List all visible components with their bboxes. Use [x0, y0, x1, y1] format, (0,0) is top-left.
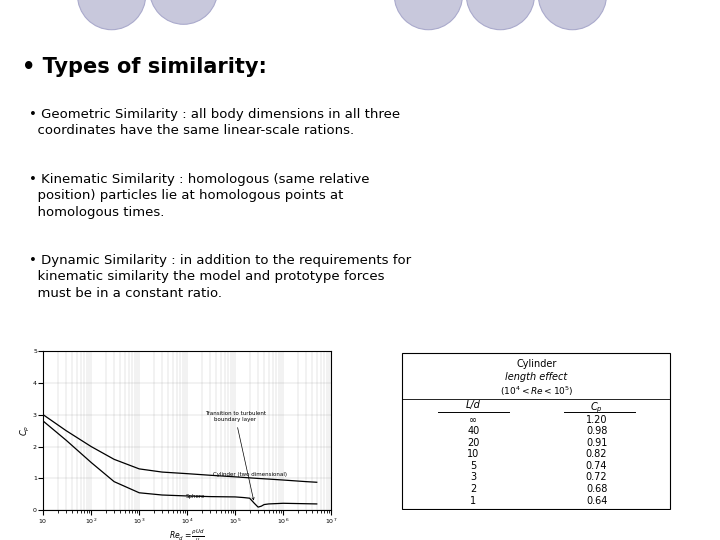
- Text: Sphere: Sphere: [186, 494, 205, 499]
- Text: 5: 5: [470, 461, 477, 471]
- Text: 1: 1: [470, 496, 477, 505]
- Ellipse shape: [150, 0, 218, 24]
- Text: 2: 2: [470, 484, 477, 494]
- Text: $(10^4 < Re < 10^5)$: $(10^4 < Re < 10^5)$: [500, 384, 573, 398]
- Text: • Dynamic Similarity : in addition to the requirements for
  kinematic similarit: • Dynamic Similarity : in addition to th…: [29, 254, 411, 300]
- Text: 0.98: 0.98: [586, 426, 607, 436]
- Text: 3: 3: [470, 472, 477, 482]
- Text: 0.72: 0.72: [586, 472, 608, 482]
- Ellipse shape: [538, 0, 606, 30]
- Text: ∞: ∞: [469, 415, 477, 425]
- Y-axis label: $C_p$: $C_p$: [19, 425, 32, 436]
- Text: $C_p$: $C_p$: [590, 400, 603, 415]
- Text: 0.64: 0.64: [586, 496, 607, 505]
- Text: 0.82: 0.82: [586, 449, 608, 460]
- Text: 10: 10: [467, 449, 480, 460]
- Text: Transition to turbulent
boundary layer: Transition to turbulent boundary layer: [204, 411, 266, 500]
- X-axis label: $Re_d = \frac{\rho U d}{\mu}$: $Re_d = \frac{\rho U d}{\mu}$: [169, 527, 205, 540]
- Ellipse shape: [78, 0, 145, 30]
- Text: • Kinematic Similarity : homologous (same relative
  position) particles lie at : • Kinematic Similarity : homologous (sam…: [29, 173, 369, 219]
- Text: L/d: L/d: [466, 400, 481, 410]
- Ellipse shape: [395, 0, 462, 30]
- Text: Cylinder: Cylinder: [516, 359, 557, 369]
- Text: 0.74: 0.74: [586, 461, 608, 471]
- Text: 0.91: 0.91: [586, 438, 607, 448]
- Text: 1.20: 1.20: [586, 415, 608, 425]
- Text: 0.68: 0.68: [586, 484, 607, 494]
- Text: 20: 20: [467, 438, 480, 448]
- Text: • Geometric Similarity : all body dimensions in all three
  coordinates have the: • Geometric Similarity : all body dimens…: [29, 108, 400, 138]
- Text: • Types of similarity:: • Types of similarity:: [22, 57, 266, 77]
- Text: Cylinder (two dimensional): Cylinder (two dimensional): [212, 472, 287, 477]
- Text: 40: 40: [467, 426, 480, 436]
- Ellipse shape: [467, 0, 534, 30]
- Text: length effect: length effect: [505, 372, 567, 382]
